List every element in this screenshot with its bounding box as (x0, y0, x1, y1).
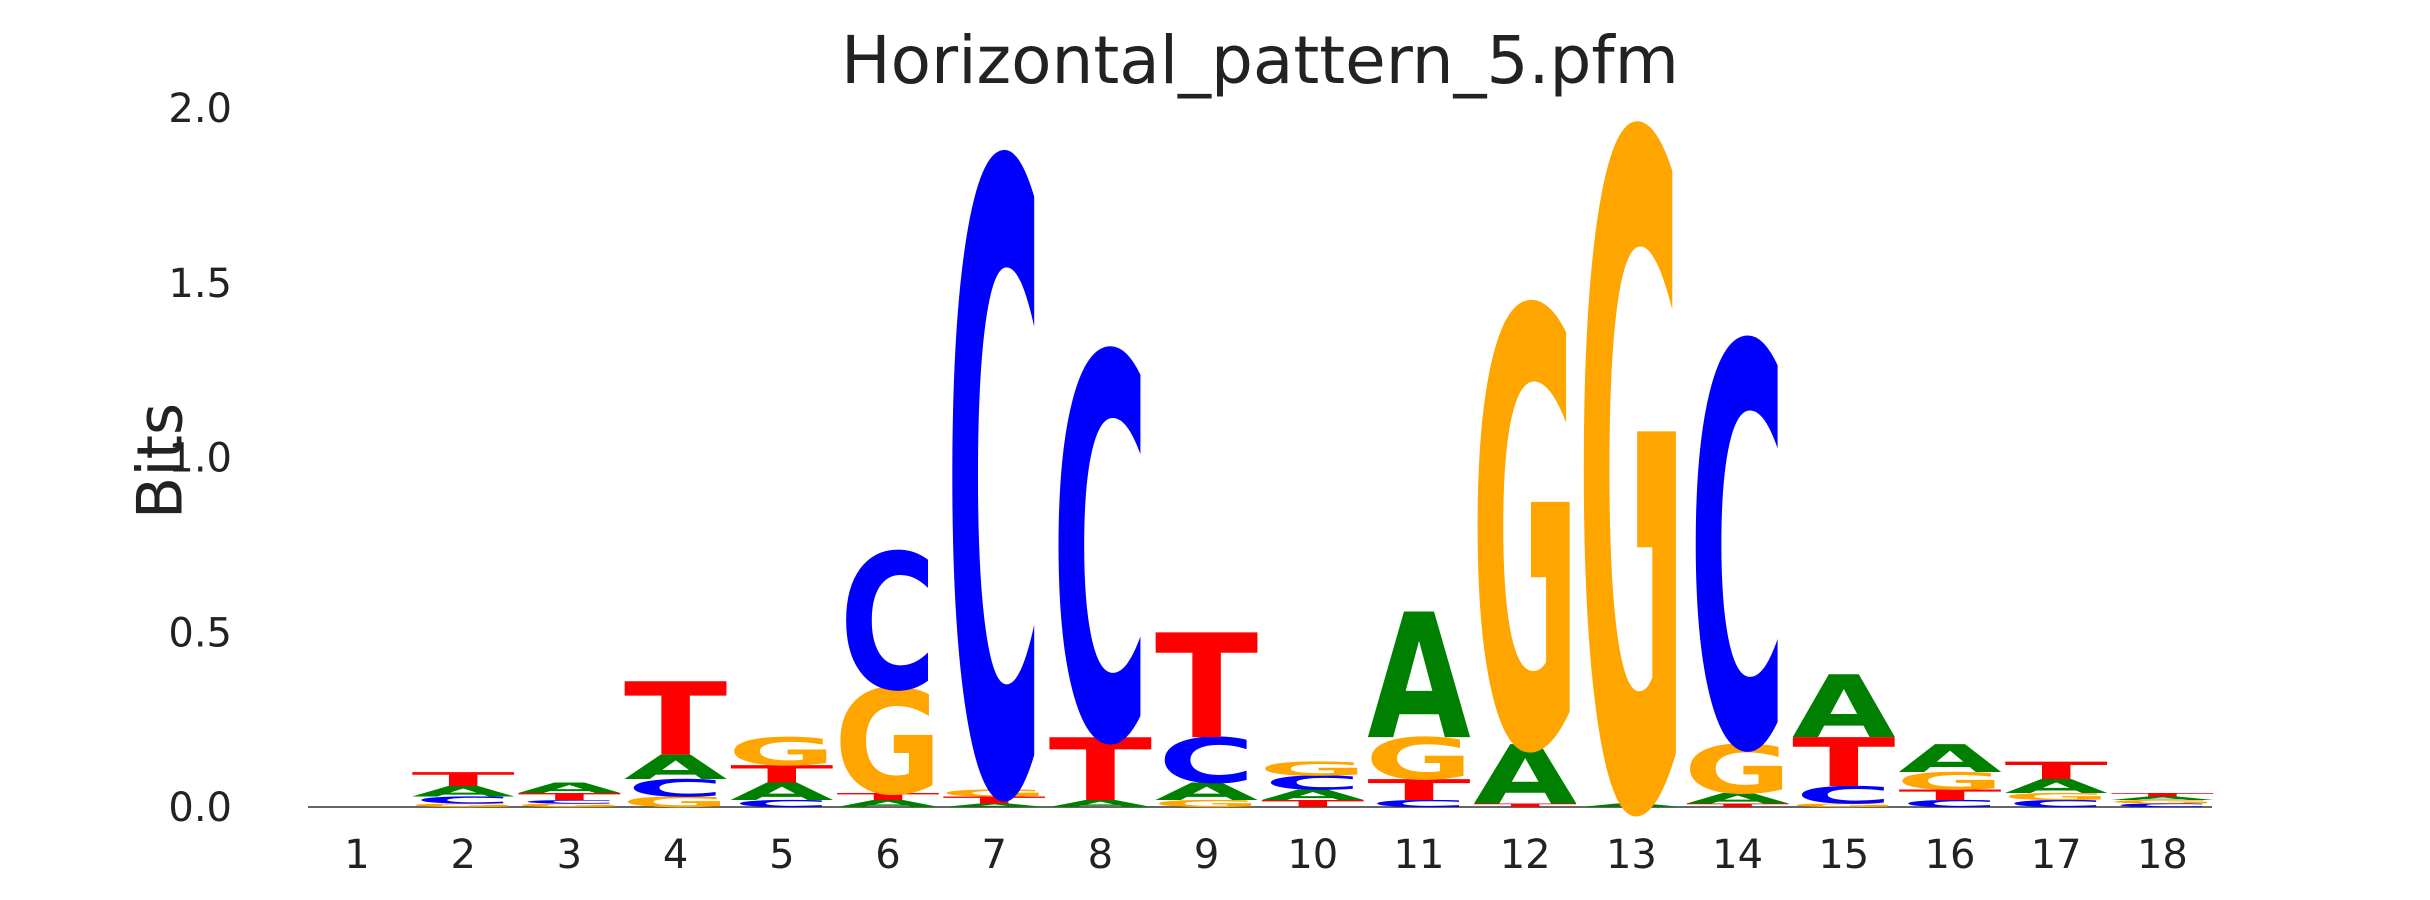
logo-letter-t: T (1155, 604, 1258, 771)
x-tick-label: 1 (344, 832, 369, 878)
logo-letter-a: A (1367, 578, 1471, 778)
logo-letter-g: G (1471, 190, 1579, 886)
y-tick-label: 2.0 (168, 86, 232, 132)
logo-letter-c: C (1689, 234, 1786, 875)
x-tick-label: 5 (769, 832, 794, 878)
x-axis-ticks: 1 2 3 4 5 6 7 8 9 10 11 12 13 14 15 16 17 18 (344, 832, 2188, 878)
logo-letter-a: A (2004, 775, 2108, 797)
x-tick-label: 7 (981, 832, 1006, 878)
logo-letter-c: C (1052, 249, 1149, 862)
logo-letter-a: A (1898, 737, 2002, 781)
x-tick-label: 16 (1925, 832, 1976, 878)
logo-letter-t: T (2111, 792, 2214, 798)
x-tick-label: 13 (1606, 832, 1657, 878)
logo-letter-c: C (1264, 772, 1361, 794)
logo-letter-g: G (1259, 758, 1367, 780)
x-tick-label: 2 (450, 832, 475, 878)
logo-letter-c: C (1795, 782, 1892, 810)
logo-letter-t: T (2005, 757, 2108, 785)
logo-letter-a: A (1792, 657, 1896, 757)
y-tick-label: 1.5 (168, 261, 232, 307)
x-tick-label: 6 (875, 832, 900, 878)
y-tick-label: 1.0 (168, 436, 232, 482)
logo-letter-c: C (1158, 725, 1255, 797)
logo-letter-t: T (1367, 773, 1470, 806)
x-tick-label: 15 (1818, 832, 1869, 878)
logo-letter-a: A (730, 778, 834, 806)
logo-letter-c: C (2114, 803, 2211, 809)
logo-letter-a: A (411, 783, 515, 800)
logo-letter-a: A (1261, 787, 1365, 804)
logo-letter-g: G (1577, 0, 1685, 900)
logo-letter-g: G (2108, 799, 2216, 805)
logo-letter-g: G (1365, 726, 1473, 793)
x-tick-label: 12 (1500, 832, 1551, 878)
logo-letter-c: C (2008, 798, 2105, 809)
logo-letter-t: T (730, 760, 833, 788)
logo-letter-c: C (1902, 798, 1999, 809)
x-tick-label: 9 (1194, 832, 1219, 878)
logo-letter-g: G (2002, 791, 2110, 802)
logo-letter-g: G (621, 794, 729, 811)
x-tick-label: 18 (2137, 832, 2188, 878)
logo-letter-g: G (940, 788, 1048, 799)
logo-letter-c: C (627, 775, 724, 803)
logo-letter-a: A (1155, 778, 1259, 806)
x-tick-label: 10 (1287, 832, 1338, 878)
logo-letter-a: A (942, 803, 1046, 809)
logo-letter-t: T (943, 795, 1046, 806)
logo-letter-a: A (518, 780, 622, 797)
logo-letter-c: C (840, 516, 937, 733)
y-tick-label: 0.0 (168, 785, 232, 831)
x-tick-label: 14 (1712, 832, 1763, 878)
logo-letter-c: C (415, 795, 512, 806)
logo-letter-a: A (624, 748, 728, 787)
x-tick-label: 8 (1088, 832, 1113, 878)
logo-letter-g: G (409, 803, 517, 809)
logo-letter-a: A (836, 798, 940, 809)
logo-letter-a: A (1580, 803, 1684, 809)
logo-letter-g: G (1152, 798, 1260, 809)
logo-letter-t: T (1898, 787, 2001, 804)
logo-letter-t: T (518, 791, 621, 802)
logo-letter-g: G (834, 660, 942, 828)
logo-letter-t: T (836, 791, 939, 802)
logo-letter-g: G (1896, 768, 2004, 796)
x-tick-label: 11 (1394, 832, 1445, 878)
logo-letter-g: G (728, 730, 836, 775)
logo-letter-c: C (1371, 798, 1468, 809)
chart-title: Horizontal_pattern_5.pfm (841, 22, 1679, 99)
logo-letter-a: A (2111, 796, 2215, 802)
logo-letter-t: T (1686, 803, 1789, 809)
logo-letter-g: G (1790, 803, 1898, 809)
logo-letter-t: T (624, 662, 727, 779)
y-tick-label: 0.5 (168, 610, 232, 656)
x-tick-label: 17 (2031, 832, 2082, 878)
logo-letter-t: T (412, 768, 516, 790)
logo-letter-g: G (1683, 731, 1791, 809)
x-tick-label: 4 (663, 832, 688, 878)
logo-letter-c: C (521, 799, 618, 805)
logo-letter-t: T (1792, 724, 1895, 802)
logo-letter-c: C (733, 798, 830, 809)
logo-letter-a: A (1049, 798, 1153, 809)
y-axis-ticks: 0.0 0.5 1.0 1.5 2.0 (168, 86, 232, 831)
logo-letter-g: G (515, 803, 623, 809)
logo-letter-t: T (1261, 798, 1364, 809)
logo-letter-t: T (1049, 721, 1152, 821)
logo-letter-a: A (1686, 790, 1790, 807)
logo-letter-a: A (1473, 729, 1577, 824)
logo-letter-t: T (1474, 803, 1577, 809)
logo-letter-c: C (946, 0, 1043, 900)
x-tick-label: 3 (557, 832, 582, 878)
